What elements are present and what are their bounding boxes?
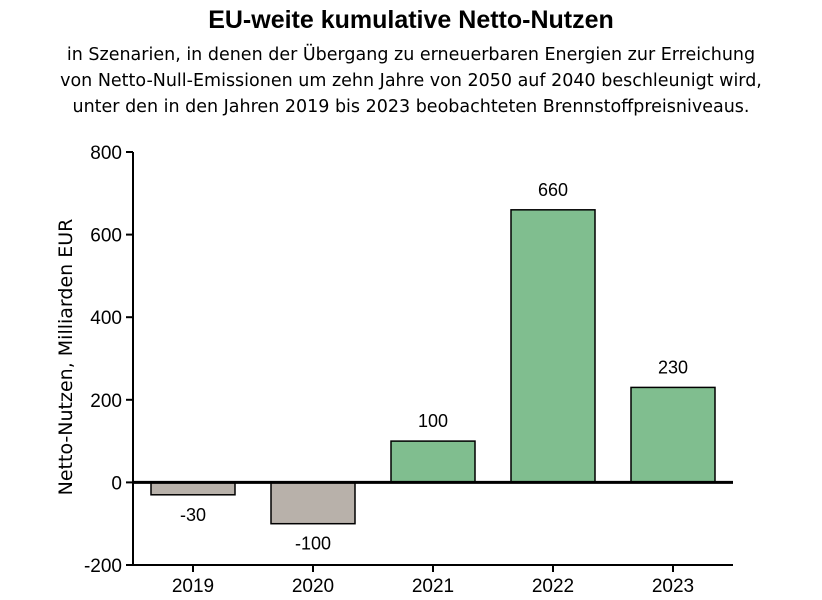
- chart-title: EU-weite kumulative Netto-Nutzen: [208, 6, 614, 34]
- y-tick-label: -200: [84, 556, 122, 577]
- bar-2021: [390, 440, 476, 484]
- chart-subtitle: in Szenarien, in denen der Übergang zu e…: [0, 42, 822, 120]
- data-label-2021: 100: [418, 411, 448, 431]
- subtitle-line-3: unter den in den Jahren 2019 bis 2023 be…: [72, 97, 750, 117]
- bars-group: [150, 209, 716, 525]
- data-label-2019: -30: [180, 505, 206, 525]
- subtitle-line-2: von Netto-Null-Emissionen um zehn Jahre …: [60, 71, 762, 91]
- y-tick-label: 200: [90, 391, 122, 412]
- bar-2020: [270, 481, 356, 525]
- y-tick-label: 800: [90, 143, 122, 164]
- x-tick-label: 2019: [172, 576, 214, 597]
- bar-2023: [630, 386, 716, 484]
- data-label-2020: -100: [295, 534, 331, 554]
- x-tick-label: 2021: [412, 576, 454, 597]
- bar-2019: [150, 481, 236, 496]
- y-tick-label: 0: [111, 473, 122, 494]
- data-label-2022: 660: [538, 180, 568, 200]
- x-ticks-group: 2019 2020 2021 2022 2023: [172, 565, 694, 597]
- subtitle-line-1: in Szenarien, in denen der Übergang zu e…: [66, 45, 756, 65]
- x-tick-label: 2020: [292, 576, 334, 597]
- y-ticks-group: 800 600 400 200 0 -200: [84, 143, 133, 577]
- y-tick-label: 400: [90, 308, 122, 329]
- y-axis-label: Netto-Nutzen, Milliarden EUR: [55, 219, 77, 496]
- x-tick-label: 2022: [532, 576, 574, 597]
- data-label-2023: 230: [658, 357, 688, 377]
- y-tick-label: 600: [90, 226, 122, 247]
- bar-2022: [510, 209, 596, 484]
- x-tick-label: 2023: [652, 576, 694, 597]
- data-labels-group: -30 -100 100 660 230: [180, 180, 688, 554]
